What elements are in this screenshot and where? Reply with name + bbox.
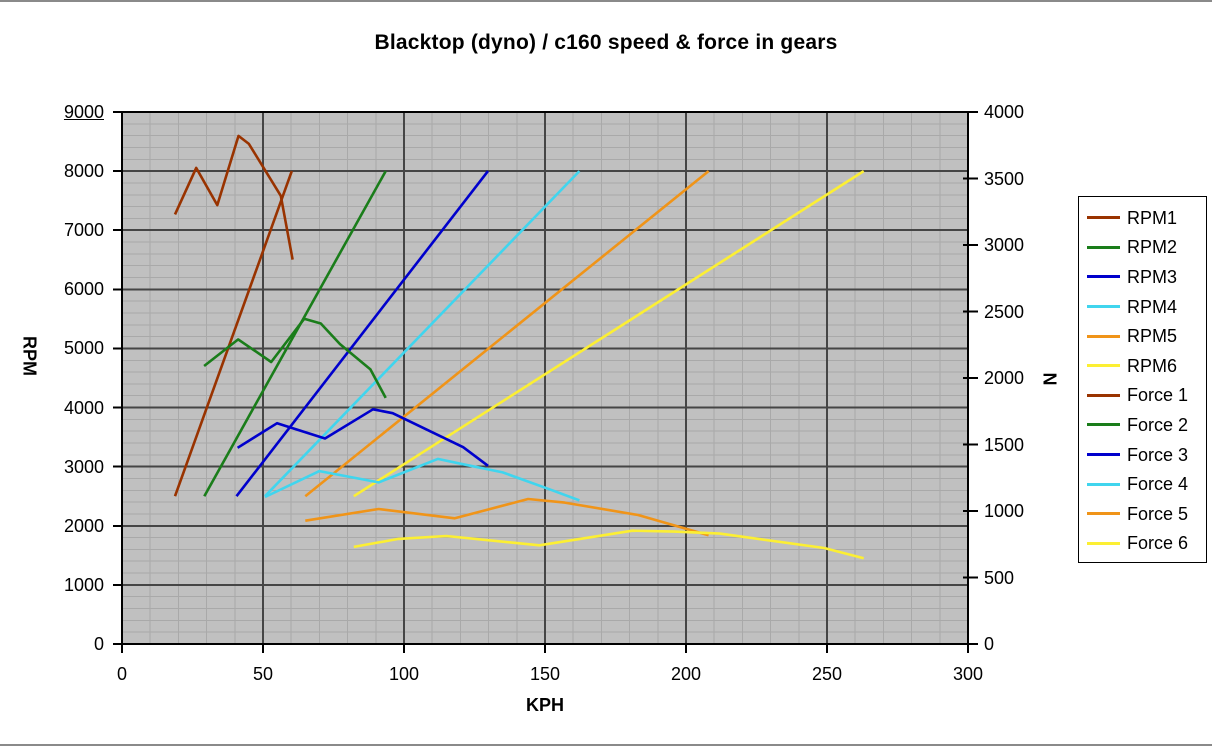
legend-line-swatch <box>1087 245 1120 249</box>
legend-line-swatch <box>1087 275 1120 279</box>
series-force-6 <box>353 529 865 560</box>
x-tick-label: 200 <box>670 664 702 684</box>
legend-line-swatch <box>1087 512 1120 516</box>
x-axis-title: KPH <box>525 695 565 715</box>
left-tick-label: 6000 <box>63 279 104 300</box>
series-force-3 <box>236 407 489 467</box>
legend-line-swatch <box>1087 423 1120 427</box>
series-force-4 <box>264 457 580 502</box>
right-tick-label: 4000 <box>984 102 1025 122</box>
legend-line-swatch <box>1087 305 1120 309</box>
left-tick-label: 5000 <box>63 338 104 359</box>
legend-item-force-4: Force 4 <box>1087 469 1206 499</box>
legend-line-swatch <box>1087 393 1120 397</box>
legend-label: Force 3 <box>1127 444 1189 465</box>
legend-label: RPM4 <box>1127 296 1178 317</box>
x-tick-label: 300 <box>952 664 984 684</box>
x-tick-label: 250 <box>811 664 843 684</box>
right-tick-label: 2500 <box>984 301 1025 322</box>
series-force-5 <box>305 497 709 537</box>
left-tick-label: 7000 <box>63 220 104 241</box>
x-tick-label: 150 <box>529 664 561 684</box>
legend-item-force-1: Force 1 <box>1087 381 1206 411</box>
legend-line-swatch <box>1087 216 1120 220</box>
legend-label: Force 4 <box>1127 474 1189 495</box>
right-tick-label: 1000 <box>984 501 1025 521</box>
legend-line-swatch <box>1087 453 1120 457</box>
x-tick-label: 50 <box>252 664 274 684</box>
window-bottom-border <box>0 744 1212 746</box>
legend-label: RPM6 <box>1127 355 1178 376</box>
series-rpm4 <box>264 170 581 498</box>
legend-item-rpm1: RPM1 <box>1087 203 1206 233</box>
right-tick-label: 500 <box>984 567 1015 588</box>
series-force-1 <box>173 134 294 260</box>
legend-line-swatch <box>1087 482 1120 486</box>
legend-item-rpm3: RPM3 <box>1087 262 1206 292</box>
legend-line-swatch <box>1087 541 1120 545</box>
right-tick-label: 2000 <box>984 368 1025 388</box>
legend-label: Force 2 <box>1127 414 1189 435</box>
window-top-border <box>0 0 1212 2</box>
legend-label: Force 6 <box>1127 533 1189 554</box>
legend-label: Force 1 <box>1127 385 1189 406</box>
legend-line-swatch <box>1087 364 1120 368</box>
y-axis-left-title: RPM <box>19 336 40 376</box>
left-tick-label: 4000 <box>63 397 104 418</box>
legend-item-rpm4: RPM4 <box>1087 292 1206 322</box>
legend-label: RPM5 <box>1127 326 1178 347</box>
y-axis-right-title: N <box>1039 372 1060 386</box>
legend-label: RPM2 <box>1127 237 1178 258</box>
left-tick-label: 1000 <box>63 574 104 595</box>
left-tick-label: 9000 <box>63 102 104 122</box>
legend-label: RPM3 <box>1127 266 1178 287</box>
right-tick-label: 3000 <box>984 235 1025 255</box>
left-tick-label: 0 <box>93 634 104 654</box>
series-rpm5 <box>304 170 710 498</box>
chart-title: Blacktop (dyno) / c160 speed & force in … <box>374 31 838 54</box>
x-tick-label: 100 <box>388 664 420 684</box>
x-tick-label: 0 <box>116 664 127 684</box>
plot-border <box>121 111 969 645</box>
left-tick-label: 2000 <box>63 515 104 536</box>
right-tick-label: 1500 <box>984 434 1025 455</box>
series-rpm1 <box>173 170 294 497</box>
legend-item-force-2: Force 2 <box>1087 410 1206 440</box>
legend-label: RPM1 <box>1127 207 1178 228</box>
right-tick-label: 3500 <box>984 168 1025 189</box>
legend-item-force-3: Force 3 <box>1087 440 1206 470</box>
series-rpm3 <box>235 170 490 497</box>
legend-line-swatch <box>1087 334 1120 338</box>
legend: RPM1 RPM2 RPM3 RPM4 RPM5 RPM6 Force 1 Force 2 Fo… <box>1078 196 1207 563</box>
legend-item-force-5: Force 5 <box>1087 499 1206 529</box>
series-force-2 <box>203 317 387 399</box>
left-tick-label: 8000 <box>63 161 104 182</box>
legend-item-rpm5: RPM5 <box>1087 321 1206 351</box>
right-tick-label: 0 <box>984 634 995 654</box>
series-rpm6 <box>353 170 865 498</box>
legend-label: Force 5 <box>1127 503 1189 524</box>
legend-item-rpm2: RPM2 <box>1087 233 1206 263</box>
series-rpm2 <box>203 170 387 497</box>
left-tick-label: 3000 <box>63 456 104 477</box>
legend-item-rpm6: RPM6 <box>1087 351 1206 381</box>
legend-item-force-6: Force 6 <box>1087 529 1206 559</box>
